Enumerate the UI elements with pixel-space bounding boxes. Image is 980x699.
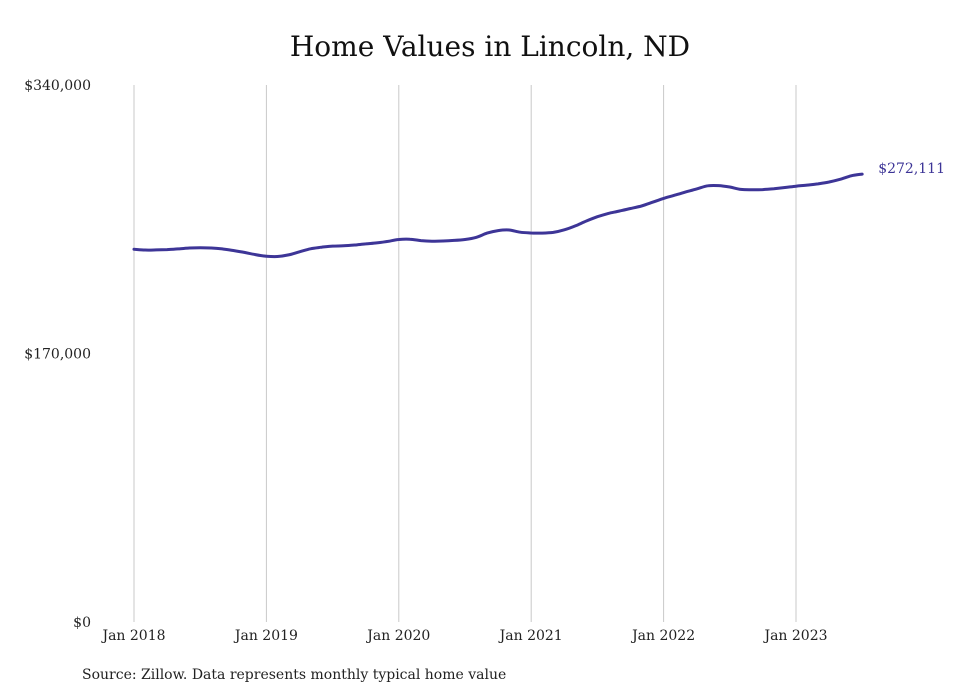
- end-value-label: $272,111: [878, 161, 945, 177]
- y-axis: $0 $170,000 $340,000: [24, 78, 91, 631]
- x-tick-label: Jan 2019: [233, 628, 298, 644]
- y-tick-label: $0: [73, 615, 91, 631]
- x-tick-label: Jan 2022: [630, 628, 695, 644]
- chart-title: Home Values in Lincoln, ND: [289, 30, 691, 63]
- x-tick-label: Jan 2023: [762, 628, 827, 644]
- source-note: Source: Zillow. Data represents monthly …: [82, 667, 507, 683]
- y-tick-label: $170,000: [24, 347, 91, 363]
- x-axis: Jan 2018 Jan 2019 Jan 2020 Jan 2021 Jan 2022…: [100, 628, 827, 644]
- x-tick-label: Jan 2020: [365, 628, 430, 644]
- series-layer: $272,111: [132, 161, 945, 259]
- series-line: [132, 172, 864, 259]
- y-tick-label: $340,000: [24, 78, 91, 94]
- gridlines: [133, 85, 797, 622]
- x-tick-label: Jan 2018: [100, 628, 165, 644]
- x-tick-label: Jan 2021: [498, 628, 563, 644]
